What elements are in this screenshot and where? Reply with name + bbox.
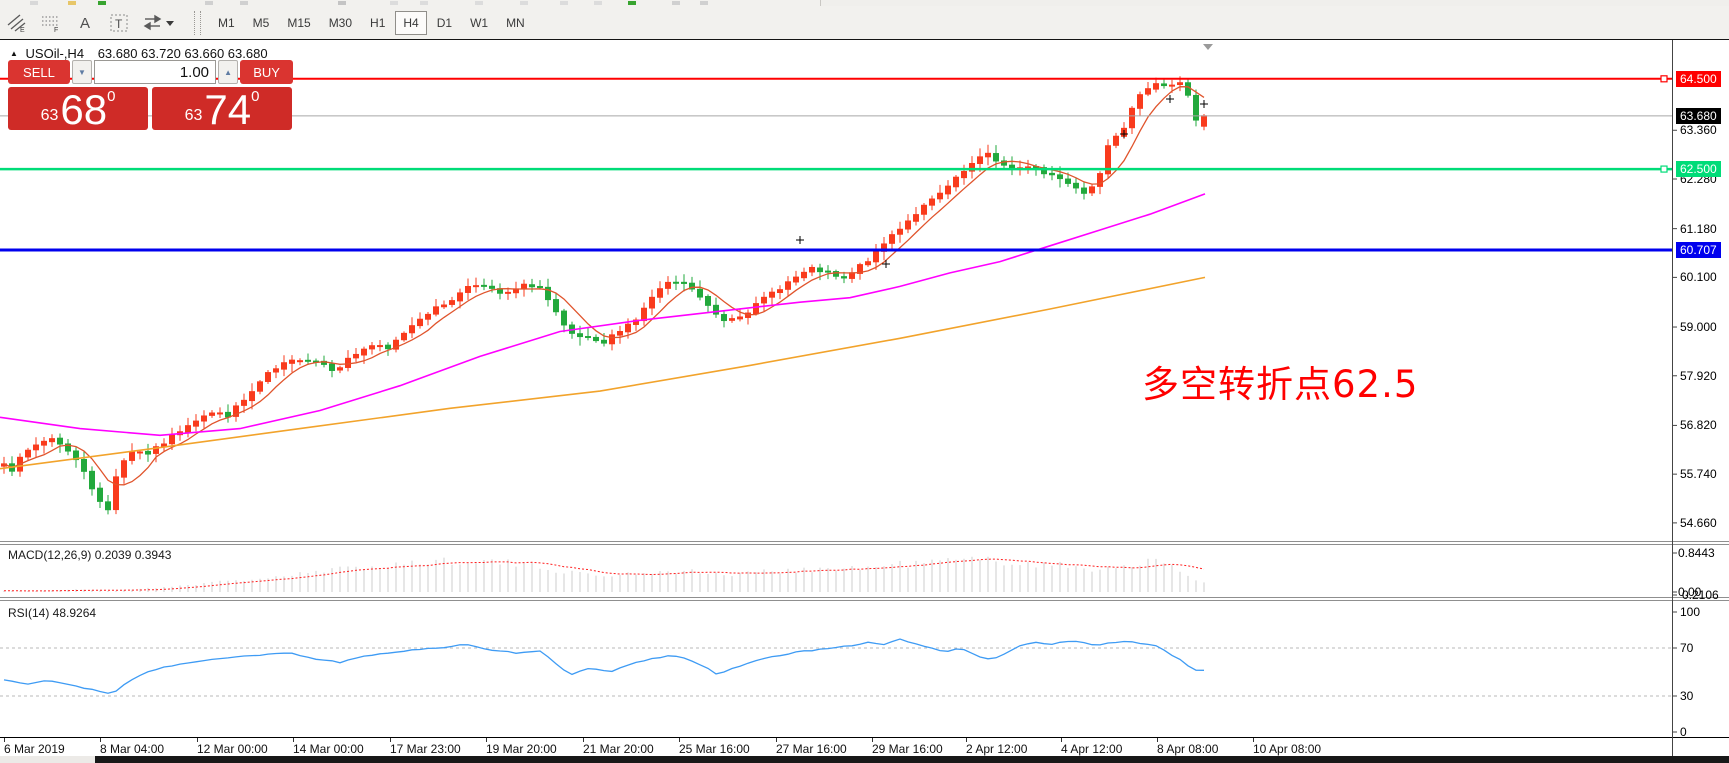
price-tick-label: 56.820	[1680, 418, 1717, 433]
price-tick-label: 57.920	[1680, 368, 1717, 383]
time-axis-label: 6 Mar 2019	[4, 742, 65, 756]
buy-button[interactable]: BUY	[240, 60, 293, 84]
timeframe-button-m15[interactable]: M15	[279, 11, 318, 35]
price-tick-label: 61.180	[1680, 221, 1717, 236]
price-tick-label: 63.360	[1680, 123, 1717, 138]
time-axis-label: 14 Mar 00:00	[293, 742, 364, 756]
sell-price-pips: 68	[60, 86, 108, 133]
chart-collapse-icon[interactable]: ▲	[10, 49, 18, 58]
chart-symbol-period: USOil-,H4	[25, 46, 85, 61]
toolbar-icon-stub	[672, 1, 680, 5]
toolbar-icon-stub	[240, 1, 248, 5]
fibo-lines-icon[interactable]: F	[36, 10, 66, 36]
time-axis-label: 2 Apr 12:00	[966, 742, 1028, 756]
toolbar: E F A T	[0, 6, 1729, 40]
chart-canvas[interactable]	[0, 40, 1729, 763]
macd-axis-label: 0.8443	[1678, 546, 1715, 560]
macd-axis-label: 0.00	[1678, 585, 1702, 599]
timeframe-button-mn[interactable]: MN	[498, 11, 533, 35]
price-tick-label: 60.100	[1680, 270, 1717, 285]
volume-decrease-button[interactable]: ▼	[71, 60, 93, 84]
time-axis-label: 19 Mar 20:00	[486, 742, 557, 756]
time-axis-label: 4 Apr 12:00	[1061, 742, 1123, 756]
svg-text:F: F	[54, 27, 58, 33]
timeframe-button-h1[interactable]: H1	[362, 11, 393, 35]
buy-price-pips: 74	[204, 86, 252, 133]
toolbar-icon-stub	[475, 1, 483, 5]
rsi-axis-label: 100	[1680, 605, 1701, 619]
macd-axis-label: 0.2106	[1682, 588, 1719, 602]
price-tick-label: 54.660	[1680, 515, 1717, 530]
sell-price-big-figure: 63	[40, 107, 59, 124]
toolbar-icon-stub	[68, 1, 76, 5]
timeframe-button-m30[interactable]: M30	[321, 11, 360, 35]
price-badge: 62.500	[1676, 161, 1721, 178]
timeframe-button-w1[interactable]: W1	[462, 11, 496, 35]
time-axis-label: 10 Apr 08:00	[1253, 742, 1322, 756]
toolbar-icon-stub	[30, 1, 38, 5]
timeframe-button-d1[interactable]: D1	[429, 11, 460, 35]
time-axis-label: 12 Mar 00:00	[197, 742, 268, 756]
chart-title: ▲ USOil-,H4 63.680 63.720 63.660 63.680	[10, 46, 268, 61]
time-axis-label: 17 Mar 23:00	[390, 742, 461, 756]
chart-annotation-text: 多空转折点62.5	[1142, 363, 1419, 406]
toolbar-icon-stub	[390, 1, 398, 5]
arrows-tool-icon[interactable]	[138, 10, 178, 36]
text-box-icon[interactable]: T	[104, 10, 134, 36]
timeframe-button-m5[interactable]: M5	[245, 11, 278, 35]
equidistant-channel-icon[interactable]: E	[2, 10, 32, 36]
toolbar-separator	[194, 10, 201, 35]
toolbar-icon-stub	[594, 1, 602, 5]
svg-text:T: T	[115, 17, 123, 31]
rsi-indicator-label: RSI(14) 48.9264	[8, 606, 97, 620]
price-badge: 63.680	[1676, 107, 1721, 124]
timeframe-toolbar: M1 M5 M15 M30 H1 H4 D1 W1 MN	[209, 10, 534, 35]
rsi-axis-label: 0	[1680, 725, 1687, 739]
timeframe-button-h4[interactable]: H4	[395, 10, 427, 35]
timeframe-button-m1[interactable]: M1	[210, 11, 243, 35]
toolbar-icon-stub	[560, 1, 568, 5]
buy-price-button[interactable]: 63 74 0	[152, 86, 292, 133]
volume-increase-button[interactable]: ▲	[218, 60, 239, 84]
toolbar-icon-stub	[700, 1, 708, 5]
rsi-axis-label: 30	[1680, 689, 1694, 703]
svg-text:A: A	[80, 15, 90, 32]
sell-button[interactable]: SELL	[8, 60, 70, 84]
price-badge: 60.707	[1676, 241, 1721, 258]
price-badge: 64.500	[1676, 70, 1721, 87]
buy-price-big-figure: 63	[184, 107, 203, 124]
toolbar-icon-stub	[628, 1, 636, 5]
time-axis-label: 8 Apr 08:00	[1157, 742, 1219, 756]
rsi-axis-label: 70	[1680, 641, 1694, 655]
time-axis-label: 29 Mar 16:00	[872, 742, 943, 756]
sell-price-point: 0	[107, 88, 116, 105]
caret-up-icon: ▲	[224, 67, 233, 77]
time-axis-label: 8 Mar 04:00	[100, 742, 165, 756]
buy-price-point: 0	[251, 88, 260, 105]
time-axis-label: 25 Mar 16:00	[679, 742, 750, 756]
price-tick-label: 59.000	[1680, 320, 1717, 335]
time-axis-label: 27 Mar 16:00	[776, 742, 847, 756]
toolbar-icon-stub	[98, 1, 106, 5]
toolbar-icon-stub	[205, 1, 213, 5]
chart-ohlc-values: 63.680 63.720 63.660 63.680	[97, 46, 268, 61]
svg-text:E: E	[20, 27, 25, 33]
time-axis-label: 21 Mar 20:00	[583, 742, 654, 756]
price-tick-label: 55.740	[1680, 467, 1717, 482]
caret-down-icon: ▼	[78, 67, 86, 77]
sell-price-button[interactable]: 63 68 0	[8, 86, 148, 133]
toolbar-icon-stub	[338, 1, 346, 5]
volume-input[interactable]	[94, 60, 217, 84]
text-label-icon[interactable]: A	[70, 10, 100, 36]
toolbar-icon-stub	[420, 1, 428, 5]
macd-indicator-label: MACD(12,26,9) 0.2039 0.3943	[8, 548, 172, 562]
toolbar-icon-stub	[520, 1, 528, 5]
